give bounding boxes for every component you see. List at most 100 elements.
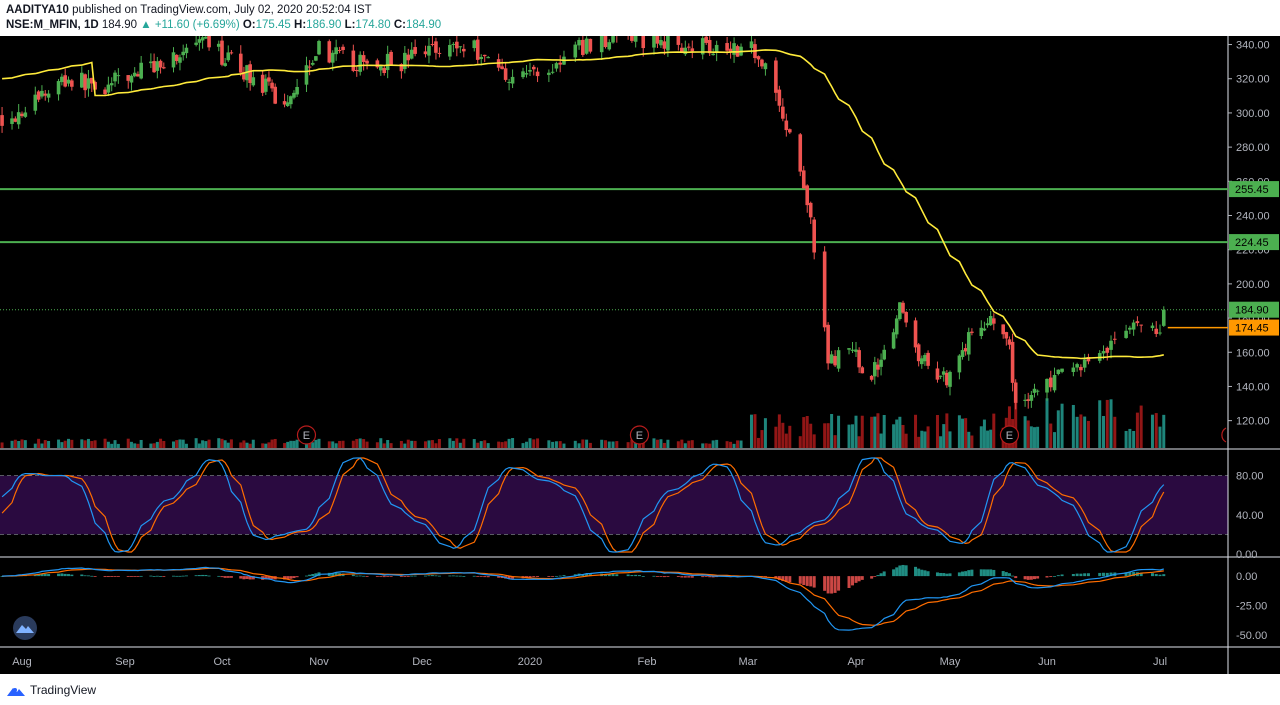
- macd-histogram-bar: [472, 575, 476, 577]
- volume-bar: [23, 440, 27, 448]
- volume-bar: [90, 441, 94, 448]
- candle: [732, 37, 736, 63]
- volume-bar: [1162, 414, 1166, 448]
- macd-histogram-bar: [427, 575, 431, 577]
- volume-bar: [286, 441, 290, 448]
- volume-bar: [926, 426, 930, 448]
- candle-body: [174, 54, 179, 62]
- author-name[interactable]: AADITYA10: [6, 4, 69, 16]
- candle: [334, 39, 338, 61]
- candle: [627, 36, 629, 40]
- candle: [822, 246, 827, 332]
- candle: [171, 47, 176, 73]
- candle: [1158, 324, 1162, 336]
- candle-body: [988, 316, 993, 326]
- candle: [836, 347, 841, 372]
- candle-body: [666, 36, 670, 51]
- candle-body: [1004, 332, 1009, 339]
- candle: [756, 55, 761, 68]
- candle-body: [109, 83, 114, 86]
- candle-body: [430, 43, 435, 45]
- volume-bar: [704, 443, 708, 448]
- earnings-marker[interactable]: E: [999, 425, 1020, 445]
- candle-body: [106, 84, 111, 93]
- candle: [216, 40, 221, 52]
- macd-histogram-bar: [923, 570, 927, 577]
- volume-bar: [283, 443, 287, 448]
- earnings-marker[interactable]: E: [296, 425, 317, 445]
- candle-body: [948, 371, 952, 387]
- earnings-marker[interactable]: E: [629, 425, 650, 445]
- macd-histogram-bar: [0, 576, 4, 577]
- candle-body: [652, 36, 656, 48]
- volume-bar: [920, 430, 924, 448]
- tradingview-logo-icon[interactable]: [6, 683, 26, 697]
- macd-histogram-bar: [784, 576, 788, 582]
- candle-body: [204, 36, 208, 39]
- volume-bar: [615, 441, 619, 448]
- candle: [860, 365, 865, 374]
- macd-histogram-bar: [701, 576, 705, 578]
- volume-bar: [935, 415, 939, 448]
- macd-histogram-bar: [57, 573, 61, 577]
- chart-area[interactable]: EEE 340.00320.00300.00280.00260.00240.00…: [0, 36, 1280, 674]
- candle-body: [801, 170, 806, 189]
- volume-bars: [0, 398, 1166, 448]
- earnings-circle: [629, 425, 650, 445]
- macd-histogram-bar: [43, 573, 47, 577]
- macd-tick-label: -50.00: [1236, 630, 1267, 642]
- macd-histogram-bar: [311, 573, 315, 577]
- time-axis-label: Jul: [1153, 656, 1167, 668]
- last-price-tag-text: 184.90: [1235, 305, 1269, 317]
- candle-body: [847, 348, 851, 350]
- volume-bar: [873, 416, 877, 448]
- macd-histogram-bar: [331, 572, 335, 577]
- time-axis-label: Aug: [12, 656, 32, 668]
- candle-body: [162, 67, 166, 69]
- volume-bar: [687, 440, 691, 448]
- candle: [66, 76, 71, 87]
- macd-histogram-bar: [159, 576, 163, 577]
- volume-bar: [476, 442, 480, 448]
- macd-histogram-bar: [162, 576, 166, 577]
- candle: [982, 321, 987, 332]
- volume-bar: [462, 438, 466, 448]
- volume-bar: [507, 438, 511, 448]
- candle-body: [238, 53, 243, 73]
- macd-histogram-bar: [289, 576, 293, 579]
- time-axis-label: Feb: [638, 656, 657, 668]
- candle-body: [826, 324, 830, 364]
- volume-bar: [1014, 400, 1018, 448]
- candle: [40, 85, 44, 99]
- candle: [630, 36, 634, 43]
- candle: [1109, 335, 1113, 359]
- macd-histogram-bar: [116, 576, 120, 577]
- macd-histogram-bar: [264, 576, 268, 580]
- symbol-label[interactable]: NSE:M_MFIN, 1D: [6, 19, 99, 31]
- macd-histogram-bar: [562, 575, 566, 577]
- candle-body: [1124, 330, 1128, 338]
- volume-bar: [870, 416, 874, 448]
- close-value: 184.90: [405, 19, 442, 31]
- volume-bar: [251, 439, 255, 448]
- candle: [314, 55, 318, 62]
- candle-body: [507, 81, 511, 83]
- candle: [854, 341, 858, 358]
- candle: [136, 71, 140, 77]
- candle: [1150, 322, 1155, 331]
- candle: [10, 111, 14, 130]
- tradingview-chart-logo[interactable]: [13, 616, 37, 640]
- footer-brand[interactable]: TradingView: [30, 683, 97, 697]
- volume-bar: [223, 440, 227, 448]
- macd-histogram-bar: [375, 576, 379, 577]
- volume-bar: [725, 441, 729, 448]
- volume-bar: [961, 418, 965, 448]
- candle: [1007, 336, 1012, 350]
- candle-body: [1075, 364, 1079, 368]
- candle: [704, 36, 709, 45]
- macd-histogram-bar: [292, 576, 296, 579]
- candle: [126, 75, 131, 89]
- macd-histogram-bar: [270, 576, 274, 579]
- volume-bar: [809, 423, 813, 448]
